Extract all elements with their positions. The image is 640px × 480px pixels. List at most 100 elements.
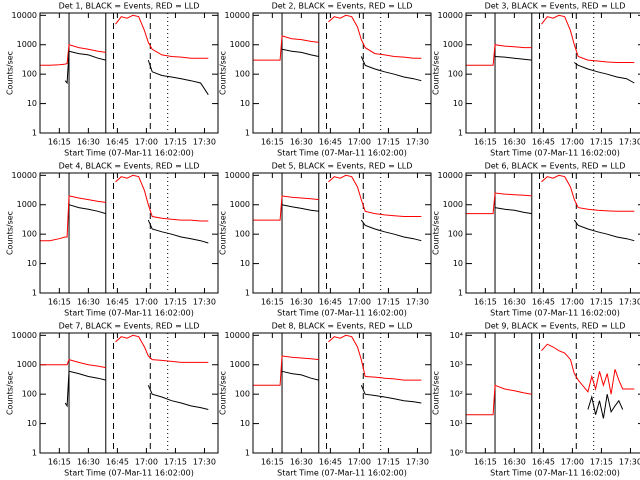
- x-tick-label: 16:15: [474, 298, 497, 307]
- x-axis-label: Start Time (07-Mar-11 16:02:00): [64, 309, 194, 318]
- chart-title: Det 9, BLACK = Events, RED = LLD: [485, 322, 626, 331]
- series-line: [466, 174, 635, 215]
- x-tick-label: 17:00: [561, 138, 584, 147]
- x-tick-label: 17:00: [348, 138, 371, 147]
- y-tick-label: 1000: [17, 360, 37, 369]
- plot-frame: [39, 172, 219, 294]
- x-axis-label: Start Time (07-Mar-11 16:02:00): [490, 309, 620, 318]
- y-tick-label: 1: [458, 289, 463, 298]
- x-tick-label: 16:45: [319, 138, 342, 147]
- chart-title: Det 2, BLACK = Events, RED = LLD: [272, 2, 413, 11]
- y-tick-label: 10: [240, 419, 250, 428]
- y-tick-label: 1: [32, 129, 37, 138]
- y-tick-label: 1: [32, 449, 37, 458]
- y-tick-label: 10: [240, 99, 250, 108]
- x-tick-label: 17:15: [164, 458, 187, 467]
- chart-title: Det 8, BLACK = Events, RED = LLD: [272, 322, 413, 331]
- series-line: [64, 50, 209, 95]
- y-tick-label: 100: [235, 390, 250, 399]
- x-tick-label: 16:30: [503, 298, 526, 307]
- chart-title: Det 3, BLACK = Events, RED = LLD: [485, 2, 626, 11]
- y-tick-label: 10²: [450, 390, 463, 399]
- y-axis-label: Counts/sec: [6, 211, 15, 255]
- y-tick-label: 10¹: [450, 419, 463, 428]
- x-tick-label: 17:15: [590, 138, 613, 147]
- series-line: [40, 174, 209, 242]
- x-tick-label: 17:00: [348, 458, 371, 467]
- x-tick-label: 17:30: [193, 298, 216, 307]
- x-tick-label: 16:30: [290, 138, 313, 147]
- chart-title: Det 5, BLACK = Events, RED = LLD: [272, 162, 413, 171]
- y-tick-label: 100: [22, 390, 37, 399]
- series-line: [253, 174, 422, 221]
- y-tick-label: 1: [245, 129, 250, 138]
- y-tick-label: 1: [32, 289, 37, 298]
- series-line: [281, 370, 422, 404]
- y-axis-label: Counts/sec: [432, 51, 441, 95]
- x-tick-label: 17:00: [348, 298, 371, 307]
- series-line: [494, 207, 635, 242]
- y-tick-label: 1: [245, 449, 250, 458]
- x-tick-label: 16:45: [106, 138, 129, 147]
- x-tick-label: 17:30: [619, 458, 640, 467]
- y-tick-label: 10000: [12, 11, 37, 20]
- plot-frame: [465, 172, 640, 294]
- x-tick-label: 17:00: [135, 458, 158, 467]
- x-tick-label: 16:15: [48, 458, 71, 467]
- x-tick-label: 16:30: [77, 138, 100, 147]
- x-tick-label: 16:15: [474, 458, 497, 467]
- x-tick-label: 17:00: [561, 298, 584, 307]
- x-tick-label: 17:00: [561, 458, 584, 467]
- y-tick-label: 1000: [17, 40, 37, 49]
- series-line: [281, 48, 422, 82]
- x-axis-label: Start Time (07-Mar-11 16:02:00): [64, 149, 194, 158]
- x-tick-label: 17:15: [164, 138, 187, 147]
- y-tick-label: 10⁰: [450, 449, 463, 458]
- y-tick-label: 1000: [443, 200, 463, 209]
- series-line: [494, 56, 635, 84]
- chart-title: Det 1, BLACK = Events, RED = LLD: [59, 2, 200, 11]
- x-tick-label: 17:15: [377, 458, 400, 467]
- y-tick-label: 1000: [230, 200, 250, 209]
- plot-frame: [39, 12, 219, 134]
- y-tick-label: 10: [27, 99, 37, 108]
- x-tick-label: 17:00: [135, 138, 158, 147]
- y-axis-label: Counts/sec: [6, 51, 15, 95]
- series-line: [40, 334, 209, 369]
- x-tick-label: 16:15: [261, 458, 284, 467]
- x-tick-label: 17:30: [619, 298, 640, 307]
- x-tick-label: 17:30: [406, 458, 429, 467]
- x-axis-label: Start Time (07-Mar-11 16:02:00): [64, 469, 194, 478]
- x-tick-label: 17:30: [619, 138, 640, 147]
- x-tick-label: 16:30: [77, 458, 100, 467]
- y-tick-label: 1000: [17, 200, 37, 209]
- series-line: [64, 370, 209, 410]
- y-tick-label: 10: [27, 259, 37, 268]
- y-tick-label: 1: [245, 289, 250, 298]
- y-axis-label: Counts/sec: [219, 51, 228, 95]
- x-tick-label: 16:15: [261, 138, 284, 147]
- x-tick-label: 17:15: [590, 298, 613, 307]
- x-axis-label: Start Time (07-Mar-11 16:02:00): [277, 309, 407, 318]
- series-line: [253, 334, 422, 386]
- x-tick-label: 16:15: [48, 298, 71, 307]
- x-tick-label: 16:30: [503, 458, 526, 467]
- y-tick-label: 100: [235, 230, 250, 239]
- x-tick-label: 16:15: [48, 138, 71, 147]
- y-tick-label: 10000: [438, 11, 463, 20]
- x-axis-label: Start Time (07-Mar-11 16:02:00): [277, 469, 407, 478]
- x-tick-label: 17:30: [193, 138, 216, 147]
- x-axis-label: Start Time (07-Mar-11 16:02:00): [490, 149, 620, 158]
- x-tick-label: 16:45: [106, 298, 129, 307]
- y-tick-label: 10000: [12, 331, 37, 340]
- series-line: [281, 204, 422, 242]
- x-axis-label: Start Time (07-Mar-11 16:02:00): [490, 469, 620, 478]
- plot-frame: [252, 172, 432, 294]
- y-tick-label: 10000: [225, 171, 250, 180]
- x-tick-label: 16:45: [532, 298, 555, 307]
- y-tick-label: 100: [448, 70, 463, 79]
- series-line: [466, 343, 635, 416]
- x-tick-label: 16:45: [319, 298, 342, 307]
- chart-title: Det 4, BLACK = Events, RED = LLD: [59, 162, 200, 171]
